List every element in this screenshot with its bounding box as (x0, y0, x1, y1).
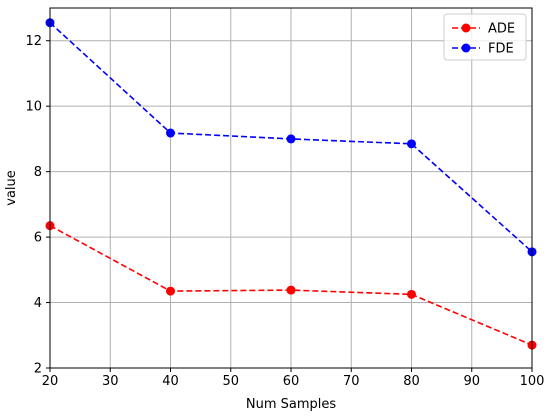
y-axis-label: value (4, 170, 19, 206)
legend-label: ADE (488, 22, 515, 37)
x-tick-label: 70 (343, 374, 360, 389)
grid (49, 8, 533, 369)
data-point (166, 128, 175, 138)
y-tick-label: 10 (25, 100, 42, 115)
data-point (407, 289, 416, 299)
x-tick-label: 100 (520, 374, 545, 389)
x-tick-label: 30 (102, 374, 119, 389)
x-tick-label: 90 (463, 374, 480, 389)
y-tick-label: 8 (34, 165, 42, 180)
legend-marker (461, 43, 471, 53)
y-tick-label: 12 (25, 34, 42, 49)
x-tick-label: 60 (283, 374, 300, 389)
x-tick-label: 50 (222, 374, 239, 389)
y-tick-label: 2 (34, 362, 42, 377)
data-point (286, 134, 296, 144)
y-tick-label: 6 (34, 231, 42, 246)
axis-ticks: 20 30 40 50 60 70 80 90 100 2 4 6 8 10 12 (25, 34, 544, 389)
legend-item-fde: FDE (452, 42, 514, 57)
legend: ADE FDE (443, 13, 527, 61)
series-ade (45, 221, 537, 350)
x-tick-label: 20 (42, 374, 59, 389)
x-tick-label: 40 (162, 374, 179, 389)
data-point (407, 139, 416, 149)
series-lines (45, 18, 537, 350)
x-tick-label: 80 (403, 374, 420, 389)
series-fde (45, 18, 537, 257)
legend-label: FDE (488, 42, 514, 57)
legend-item-ade: ADE (452, 22, 515, 37)
legend-marker (461, 23, 471, 33)
x-axis-label: Num Samples (246, 397, 337, 412)
data-point (286, 285, 296, 295)
y-tick-label: 4 (34, 296, 42, 311)
data-point (166, 286, 175, 296)
